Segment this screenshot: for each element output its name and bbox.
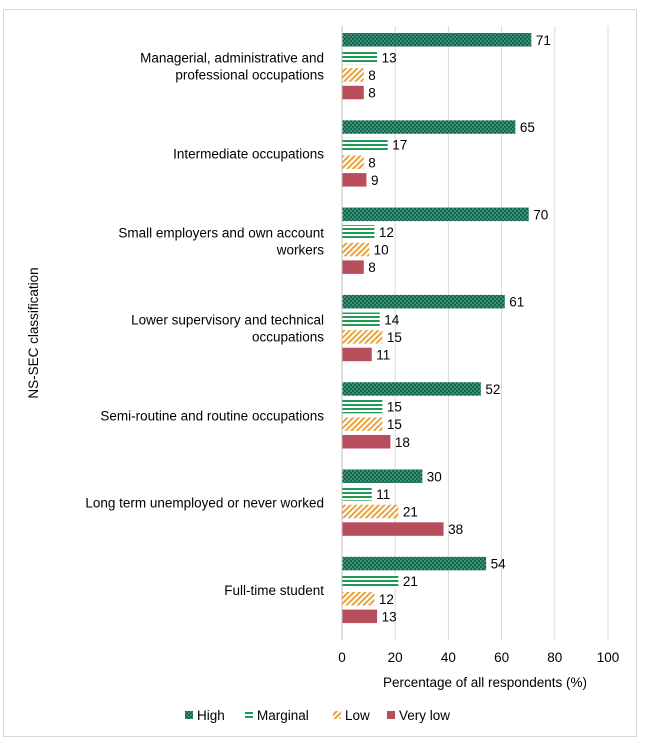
value-label-low: 21 [403, 504, 418, 519]
bar-low [342, 242, 370, 257]
bar-marginal [342, 574, 399, 588]
x-axis-title: Percentage of all respondents (%) [383, 675, 587, 690]
category-label: Semi-routine and routine occupations [100, 408, 324, 423]
category-label: Managerial, administrative and [140, 51, 324, 66]
value-label-marginal: 17 [392, 138, 407, 153]
value-label-very-low: 13 [382, 609, 397, 624]
x-tick-label-20: 20 [388, 650, 403, 665]
x-tick-label-60: 60 [494, 650, 509, 665]
legend-label-high: High [197, 708, 225, 723]
value-label-low: 15 [387, 330, 402, 345]
value-label-low: 8 [368, 68, 376, 83]
bar-very-low [342, 85, 364, 100]
legend-item-high: High [185, 708, 225, 723]
value-label-high: 52 [485, 382, 500, 397]
category-label: Long term unemployed or never worked [85, 496, 324, 511]
bar-low [342, 155, 364, 169]
value-label-very-low: 38 [448, 522, 463, 537]
legend-swatch-marginal [245, 711, 253, 719]
bar-high [342, 469, 423, 483]
legend: High Marginal Low Very low [185, 708, 450, 723]
category-label: occupations [252, 330, 324, 345]
category-label: Intermediate occupations [173, 146, 324, 161]
bar-marginal [342, 137, 388, 152]
legend-label-marginal: Marginal [257, 708, 309, 723]
value-label-marginal: 15 [387, 400, 402, 415]
value-label-marginal: 21 [403, 574, 418, 589]
bar-very-low [342, 173, 367, 187]
y-axis-title: NS-SEC classification [26, 267, 41, 398]
bar-low [342, 417, 383, 431]
x-tick-label-40: 40 [441, 650, 456, 665]
bar-marginal [342, 487, 372, 501]
legend-item-marginal: Marginal [245, 708, 309, 723]
legend-swatch-high [185, 711, 193, 719]
value-label-high: 61 [509, 295, 524, 310]
bar-very-low [342, 347, 372, 362]
legend-swatch-very-low [387, 711, 395, 719]
labels-layer: Managerial, administrative and profession… [85, 33, 551, 625]
bar-low [342, 330, 383, 344]
value-label-low: 10 [374, 243, 389, 258]
x-tick-label-0: 0 [338, 650, 346, 665]
bar-low [342, 68, 364, 82]
bar-high [342, 556, 487, 571]
value-label-high: 30 [427, 469, 442, 484]
value-label-high: 71 [536, 33, 551, 48]
bar-high [342, 120, 516, 134]
x-tick-label-100: 100 [597, 650, 620, 665]
bar-marginal [342, 225, 375, 239]
legend-label-very-low: Very low [399, 708, 450, 723]
value-label-low: 12 [379, 592, 394, 607]
category-label: workers [276, 242, 325, 257]
value-label-marginal: 12 [379, 225, 394, 240]
value-label-very-low: 11 [376, 347, 390, 362]
legend-swatch-low [333, 711, 341, 719]
bar-very-low [342, 609, 378, 624]
chart-frame [3, 9, 637, 737]
value-label-marginal: 11 [376, 487, 390, 502]
legend-item-low: Low [333, 708, 370, 723]
value-label-high: 54 [491, 557, 507, 572]
bar-low [342, 592, 375, 606]
value-label-very-low: 8 [368, 86, 376, 101]
x-tick-label-80: 80 [547, 650, 562, 665]
value-label-high: 65 [520, 120, 535, 135]
legend-item-very-low: Very low [387, 708, 450, 723]
value-label-low: 8 [368, 155, 376, 170]
bar-high [342, 294, 505, 309]
value-label-high: 70 [533, 207, 548, 222]
value-label-low: 15 [387, 417, 402, 432]
bar-very-low [342, 260, 364, 274]
value-label-very-low: 9 [371, 173, 379, 188]
bar-low [342, 504, 399, 519]
value-label-very-low: 8 [368, 260, 376, 275]
bar-marginal [342, 399, 383, 414]
category-label: Full-time student [224, 583, 324, 598]
bar-high [342, 33, 532, 47]
bar-high [342, 207, 529, 222]
axis-layer: 0 20 40 60 80 100 Percentage of all respondent… [26, 26, 619, 690]
category-label: Lower supervisory and technical [131, 313, 324, 328]
bar-marginal [342, 50, 378, 65]
bar-high [342, 382, 481, 396]
grid-layer [394, 26, 609, 640]
bar-very-low [342, 522, 444, 536]
bars-layer [342, 33, 532, 624]
bar-very-low [342, 435, 391, 449]
category-label: professional occupations [175, 68, 324, 83]
value-label-marginal: 14 [384, 312, 400, 327]
value-label-marginal: 13 [382, 50, 397, 65]
legend-label-low: Low [345, 708, 370, 723]
value-label-very-low: 18 [395, 435, 410, 450]
category-label: Small employers and own account [118, 225, 324, 240]
bar-marginal [342, 312, 380, 326]
